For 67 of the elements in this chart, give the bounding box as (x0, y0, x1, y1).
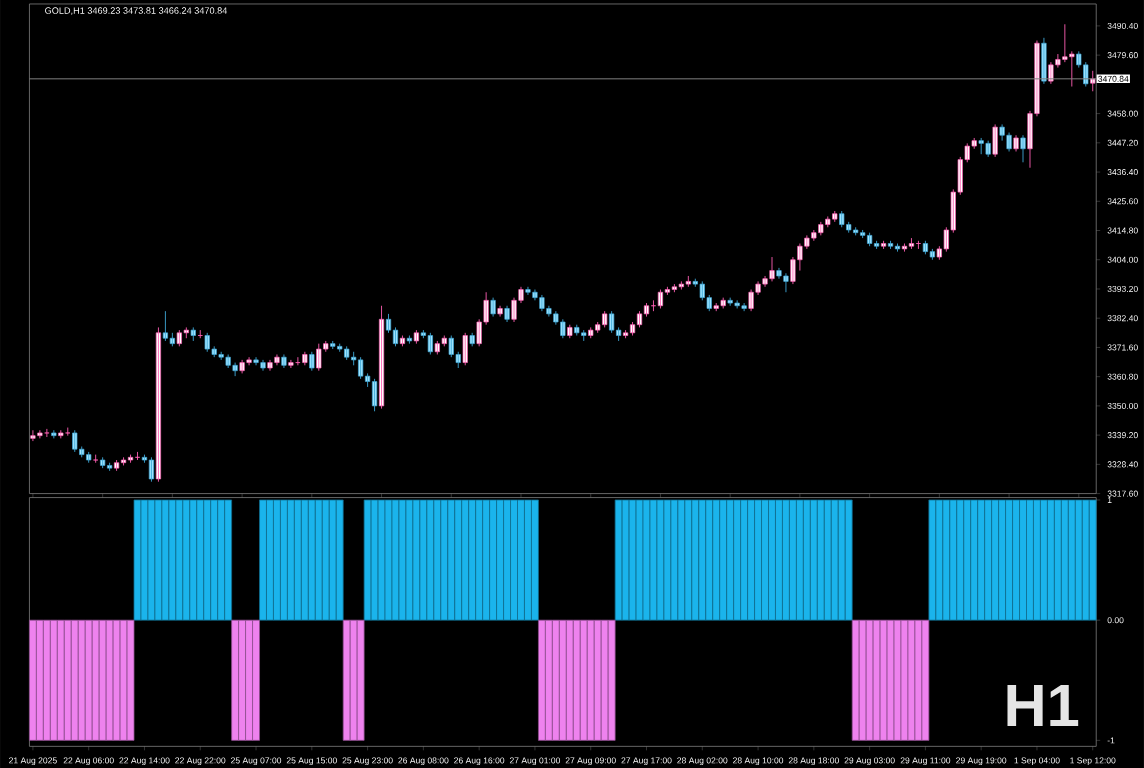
candlestick (685, 275, 691, 288)
candlestick (176, 329, 182, 347)
candlestick (72, 429, 78, 453)
candlestick (678, 280, 684, 290)
candlestick (929, 248, 935, 261)
candlestick (344, 345, 350, 361)
candlestick (316, 343, 322, 372)
candlestick (567, 324, 573, 339)
candlestick (574, 324, 580, 336)
candlestick (406, 334, 413, 344)
candlestick (497, 305, 503, 317)
candlestick (65, 426, 71, 436)
candlestick (127, 454, 134, 464)
candlestick (818, 221, 824, 236)
candlestick (783, 272, 789, 293)
candlestick (839, 210, 845, 228)
candlestick (330, 340, 336, 350)
candlestick (120, 456, 127, 466)
candlestick (162, 310, 168, 342)
candlestick (204, 332, 210, 353)
candlestick (880, 240, 887, 250)
candlestick (602, 310, 608, 328)
candlestick (623, 329, 629, 339)
candlestick (225, 353, 231, 369)
candlestick (86, 451, 92, 464)
candlestick (427, 332, 433, 355)
candlestick (100, 456, 106, 469)
candlestick (358, 356, 364, 380)
candlestick (434, 340, 440, 355)
candlestick (825, 215, 831, 228)
candlestick (846, 221, 852, 234)
candlestick (588, 326, 594, 339)
candlestick (985, 140, 991, 158)
candlestick (260, 359, 266, 372)
candlestick (887, 240, 894, 250)
candlestick (901, 242, 908, 252)
candlestick (93, 454, 99, 464)
candlestick (609, 310, 615, 334)
candlestick (107, 462, 113, 472)
candlestick (462, 332, 468, 366)
candlestick (114, 459, 120, 472)
candlestick (441, 334, 447, 347)
candlestick (860, 229, 866, 239)
candlestick (867, 232, 873, 247)
candlestick (671, 283, 677, 293)
candlestick (832, 210, 838, 223)
candlestick (183, 326, 189, 339)
candlestick (448, 334, 454, 358)
candlestick (302, 351, 308, 366)
candlestick (469, 332, 475, 347)
candlestick (30, 429, 36, 442)
candlestick (267, 359, 273, 372)
candlestick (699, 280, 705, 301)
candlestick (908, 237, 915, 250)
candlestick (309, 351, 315, 372)
candlestick (337, 343, 343, 353)
candlestick (190, 326, 196, 342)
candlestick (811, 229, 817, 242)
candlestick (978, 137, 984, 155)
annotation: H1 (1007, 684, 1079, 726)
candlestick (874, 240, 880, 250)
candlestick (560, 318, 566, 339)
candlestick (1083, 61, 1089, 87)
candlestick (894, 242, 901, 252)
candlestick (720, 297, 726, 309)
candlestick (853, 226, 859, 236)
candlestick (581, 329, 587, 342)
